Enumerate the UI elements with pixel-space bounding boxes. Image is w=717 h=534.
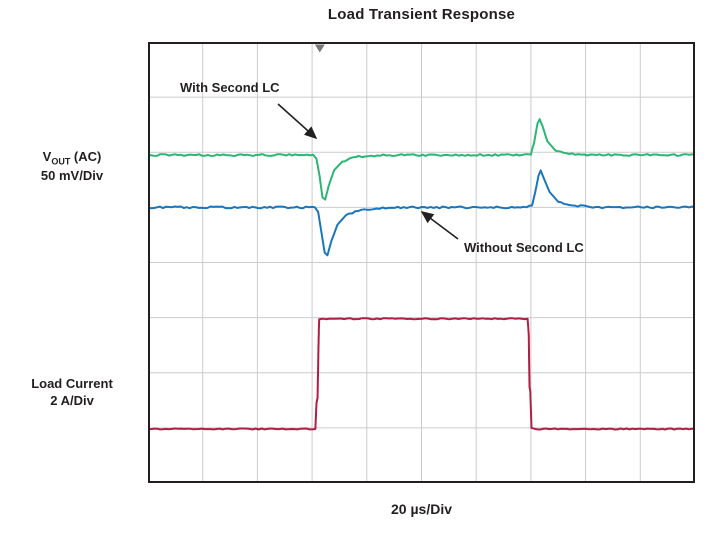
load-current-label: Load Current <box>31 376 113 391</box>
vout-label-subscript: OUT <box>51 156 71 167</box>
annotation-without-second-lc: Without Second LC <box>464 240 584 255</box>
annotation-with-second-lc: With Second LC <box>180 80 280 95</box>
chart-title: Load Transient Response <box>327 6 516 23</box>
plot-border <box>148 42 695 483</box>
vout-label-symbol: V <box>42 149 52 164</box>
trigger-marker <box>314 44 325 53</box>
annotation-arrow <box>277 103 318 140</box>
scope-grid-and-traces <box>148 42 695 483</box>
vout-label-suffix: (AC) <box>70 149 102 164</box>
trace-load-current <box>148 317 695 431</box>
trace-with-second-lc <box>148 118 695 201</box>
trace-without-second-lc <box>148 169 695 257</box>
load-current-axis-label: Load Current 2 A/Div <box>6 376 138 410</box>
time-scale-label: 20 µs/Div <box>391 501 452 517</box>
annotation-arrow <box>420 211 459 240</box>
vout-axis-label: VOUT (AC) 50 mV/Div <box>6 149 138 185</box>
vout-scale-label: 50 mV/Div <box>40 168 104 184</box>
load-current-scale-label: 2 A/Div <box>50 392 94 408</box>
vout-label-line: VOUT (AC) <box>6 149 138 168</box>
scope-plot: With Second LC Without Second LC <box>148 42 695 483</box>
